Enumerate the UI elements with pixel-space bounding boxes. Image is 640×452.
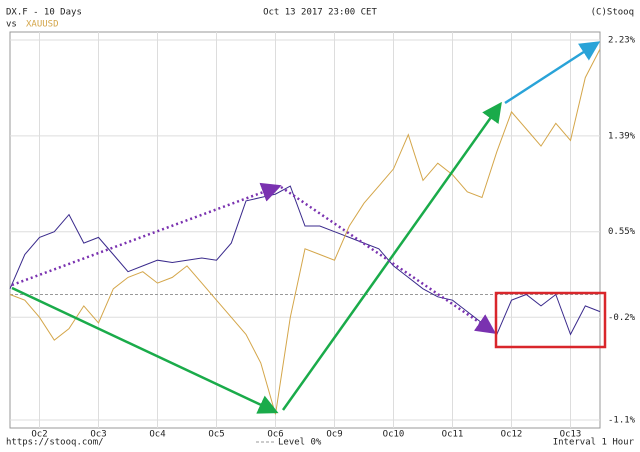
arrow <box>281 101 502 411</box>
reference-label: Level 0% <box>278 438 322 448</box>
x-tick-label: Oc12 <box>501 430 523 440</box>
x-tick-label: Oc10 <box>383 430 405 440</box>
highlight-box <box>494 291 607 349</box>
series-line <box>9 185 601 336</box>
x-tick-label: Oc9 <box>326 430 342 440</box>
y-tick-label: -0.2% <box>608 313 636 323</box>
y-tick-label: 2.23% <box>608 35 636 45</box>
x-tick-label: Oc5 <box>208 430 224 440</box>
y-tick-label: 1.39% <box>608 131 636 141</box>
x-tick-label: Oc6 <box>267 430 283 440</box>
timestamp: Oct 13 2017 23:00 CET <box>263 8 377 18</box>
arrow <box>11 286 279 414</box>
annotations <box>11 41 607 414</box>
series-line <box>9 48 601 415</box>
credit: (C)Stooq <box>591 8 634 18</box>
x-tick-label: Oc4 <box>149 430 165 440</box>
plot-frame <box>9 31 601 429</box>
interval: Interval 1 Hour <box>553 438 635 448</box>
x-tick-label: Oc2 <box>31 430 47 440</box>
y-tick-label: -1.1% <box>608 416 636 426</box>
source: https://stooq.com/ <box>6 438 104 448</box>
legend-entry: XAUUSD <box>26 20 59 30</box>
dotted-arrow <box>280 185 497 334</box>
dotted-arrow <box>11 182 282 287</box>
x-tick-label: Oc13 <box>560 430 582 440</box>
x-tick-label: Oc11 <box>442 430 464 440</box>
x-tick-label: Oc3 <box>90 430 106 440</box>
arrow <box>504 41 601 105</box>
y-tick-label: 0.55% <box>608 227 636 237</box>
chart-title: DX.F - 10 Days <box>6 8 82 18</box>
comparison-label: vs <box>6 20 17 30</box>
